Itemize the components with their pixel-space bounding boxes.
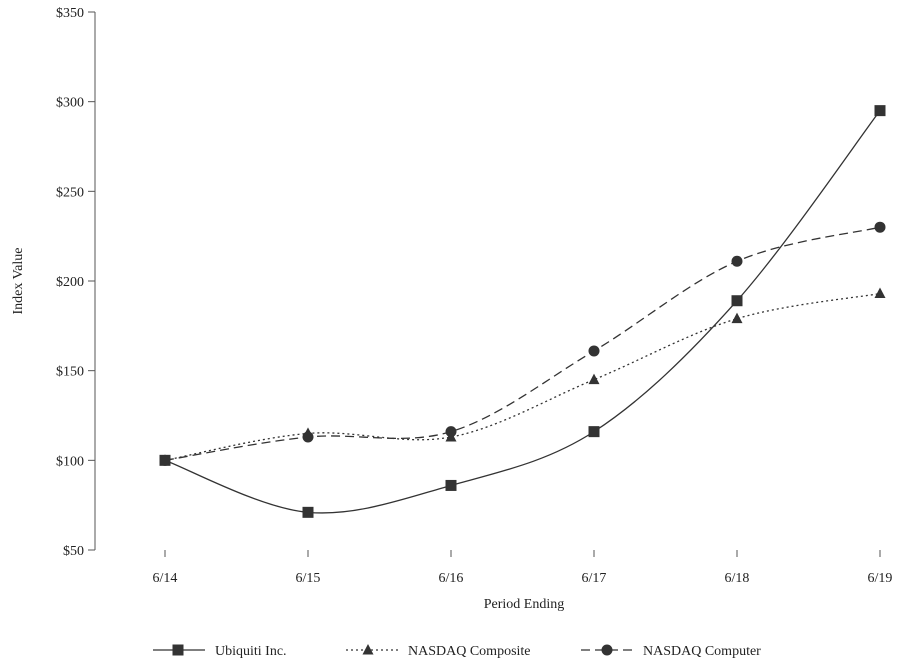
data-point-ubiquiti-inc	[588, 426, 600, 438]
data-point-nasdaq-computer	[445, 426, 457, 438]
legend-marker	[601, 644, 613, 656]
legend-item-nasdaq-computer: NASDAQ Computer	[581, 644, 761, 659]
data-point-nasdaq-composite	[874, 287, 886, 299]
series-line-nasdaq-composite	[164, 292, 881, 461]
series-line-nasdaq-computer	[164, 226, 881, 461]
legend-label: NASDAQ Computer	[643, 644, 761, 659]
y-tick-label: $350	[56, 6, 84, 21]
legend-item-nasdaq-composite: NASDAQ Composite	[346, 644, 531, 659]
series-ubiquiti-inc	[159, 105, 886, 518]
y-axis-title: Index Value	[11, 248, 26, 315]
y-tick-label: $300	[56, 96, 84, 111]
legend-label: Ubiquiti Inc.	[215, 644, 287, 659]
y-tick-label: $250	[56, 185, 84, 200]
legend-item-ubiquiti-inc: Ubiquiti Inc.	[153, 644, 287, 659]
legend-marker	[172, 644, 184, 656]
series-nasdaq-computer	[159, 221, 886, 466]
y-tick-label: $100	[56, 454, 84, 469]
data-point-ubiquiti-inc	[302, 506, 314, 518]
x-axis-ticks: 6/14 6/15 6/16 6/17 6/18 6/19	[153, 550, 893, 586]
y-tick-label: $150	[56, 365, 84, 380]
data-point-ubiquiti-inc	[445, 479, 457, 491]
data-point-ubiquiti-inc	[874, 105, 886, 117]
y-tick-label: $200	[56, 275, 84, 290]
data-point-nasdaq-computer	[302, 431, 314, 443]
data-point-nasdaq-computer	[588, 345, 600, 357]
x-tick-label: 6/19	[868, 571, 893, 586]
x-tick-label: 6/16	[439, 571, 464, 586]
data-point-nasdaq-computer	[731, 255, 743, 267]
x-tick-label: 6/18	[725, 571, 750, 586]
legend-marker	[362, 644, 374, 655]
series-nasdaq-composite	[159, 287, 886, 465]
data-point-nasdaq-computer	[874, 221, 886, 233]
data-point-nasdaq-composite	[588, 373, 600, 385]
series-line-ubiquiti-inc	[164, 110, 881, 514]
series-layer	[159, 105, 886, 518]
x-tick-label: 6/15	[296, 571, 321, 586]
y-axis-ticks: $50 $100 $150 $200 $250 $300 $350	[56, 6, 95, 559]
data-point-nasdaq-computer	[159, 454, 171, 466]
x-tick-label: 6/17	[582, 571, 607, 586]
data-point-nasdaq-composite	[731, 312, 743, 324]
data-point-ubiquiti-inc	[731, 295, 743, 307]
y-tick-label: $50	[63, 544, 84, 559]
legend-label: NASDAQ Composite	[408, 644, 531, 659]
x-axis-title: Period Ending	[484, 597, 565, 612]
x-tick-label: 6/14	[153, 571, 178, 586]
legend: Ubiquiti Inc. NASDAQ Composite NASDAQ Comp…	[153, 644, 761, 659]
